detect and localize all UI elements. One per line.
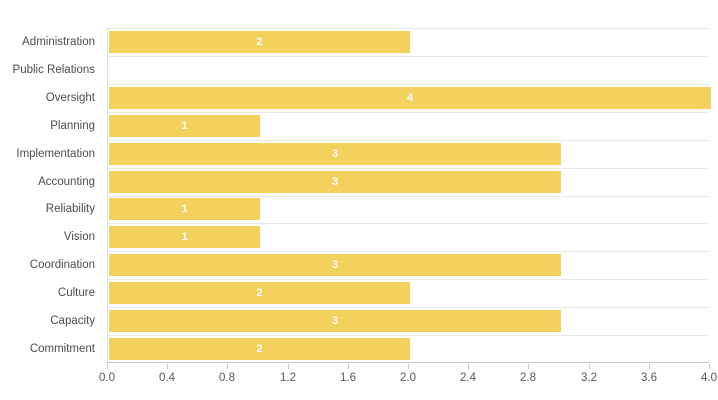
category-boundary-gridline xyxy=(108,28,709,29)
bar-implementation[interactable]: 3 xyxy=(109,143,561,165)
x-axis-tick-label: 2.0 xyxy=(400,372,416,384)
bar-vision[interactable]: 1 xyxy=(109,226,260,248)
category-label-reliability: Reliability xyxy=(45,203,95,216)
bar-value-label: 3 xyxy=(331,314,339,327)
category-boundary-gridline xyxy=(108,112,709,113)
category-boundary-gridline xyxy=(108,56,709,57)
category-boundary-gridline xyxy=(108,84,709,85)
bar-value-label: 1 xyxy=(181,202,188,215)
x-axis-tick-label: 1.2 xyxy=(280,372,296,384)
bar-value-label: 3 xyxy=(331,258,339,271)
x-axis-tick-mark xyxy=(408,364,409,369)
category-label-oversight: Oversight xyxy=(45,91,95,104)
x-axis-tick-mark xyxy=(107,364,108,369)
bar-value-label: 2 xyxy=(256,342,263,355)
x-axis-tick-label: 4.0 xyxy=(701,372,717,384)
category-label-implementation: Implementation xyxy=(16,147,95,160)
category-boundary-gridline xyxy=(108,307,709,308)
category-boundary-gridline xyxy=(108,223,709,224)
category-boundary-gridline xyxy=(108,335,709,336)
category-boundary-gridline xyxy=(108,196,709,197)
bar-value-label: 4 xyxy=(406,91,414,104)
bar-accounting[interactable]: 3 xyxy=(109,171,561,193)
x-axis-tick-mark xyxy=(288,364,289,369)
x-axis-tick-mark xyxy=(468,364,469,369)
x-axis-tick-mark xyxy=(649,364,650,369)
bar-value-label: 1 xyxy=(181,230,188,243)
category-boundary-gridline xyxy=(108,140,709,141)
x-axis-tick-mark xyxy=(167,364,168,369)
x-axis-tick-mark xyxy=(348,364,349,369)
x-axis-tick-label: 0.0 xyxy=(99,372,115,384)
y-axis-category-labels: Administration Public Relations Oversight P… xyxy=(0,28,95,363)
bar-planning[interactable]: 1 xyxy=(109,115,260,137)
x-axis-tick-label: 3.6 xyxy=(641,372,657,384)
bar-value-label: 1 xyxy=(181,119,188,132)
x-axis-tick-label: 2.4 xyxy=(460,372,476,384)
x-axis-tick-label: 1.6 xyxy=(340,372,356,384)
x-axis-tick-label: 0.8 xyxy=(219,372,235,384)
category-label-vision: Vision xyxy=(63,231,95,244)
x-axis-tick-label: 3.2 xyxy=(581,372,597,384)
category-label-administration: Administration xyxy=(22,35,95,48)
bar-administration[interactable]: 2 xyxy=(109,31,410,53)
x-axis-tick-mark xyxy=(589,364,590,369)
bar-oversight[interactable]: 4 xyxy=(109,87,711,109)
x-axis-tick-label: 2.8 xyxy=(520,372,536,384)
category-label-accounting: Accounting xyxy=(38,175,95,188)
bar-coordination[interactable]: 3 xyxy=(109,254,561,276)
bar-value-label: 2 xyxy=(256,35,263,48)
category-label-public-relations: Public Relations xyxy=(12,63,95,76)
category-boundary-gridline xyxy=(108,251,709,252)
category-boundary-gridline xyxy=(108,279,709,280)
bar-commitment[interactable]: 2 xyxy=(109,338,410,360)
x-axis-tick-mark xyxy=(227,364,228,369)
category-label-culture: Culture xyxy=(57,287,95,300)
bar-value-label: 2 xyxy=(256,286,263,299)
bar-culture[interactable]: 2 xyxy=(109,282,410,304)
bar-capacity[interactable]: 3 xyxy=(109,310,561,332)
category-label-commitment: Commitment xyxy=(29,343,95,356)
category-label-coordination: Coordination xyxy=(29,259,95,272)
category-label-capacity: Capacity xyxy=(50,315,95,328)
x-axis-tick-mark xyxy=(528,364,529,369)
bar-value-label: 3 xyxy=(331,175,339,188)
bar-reliability[interactable]: 1 xyxy=(109,198,260,220)
x-axis-tick-mark xyxy=(709,364,710,369)
category-boundary-gridline xyxy=(108,168,709,169)
category-label-planning: Planning xyxy=(50,119,95,132)
x-axis-tick-label: 0.4 xyxy=(159,372,175,384)
bar-value-label: 3 xyxy=(331,147,339,160)
plot-area: 2 4 1 3 3 1 1 3 2 3 2 xyxy=(107,28,711,363)
